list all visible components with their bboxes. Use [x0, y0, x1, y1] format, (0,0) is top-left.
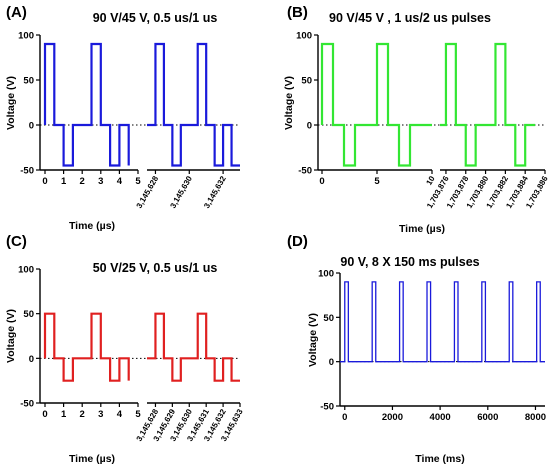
x-axis-label: Time (µs)	[69, 453, 115, 465]
x-tick-label: 0	[42, 176, 47, 187]
y-tick-label: 50	[323, 313, 334, 324]
y-axis-label: Voltage (V)	[5, 309, 17, 363]
y-tick-label: -50	[320, 402, 334, 413]
x-tick-label: 0	[342, 412, 347, 423]
y-tick-label: 0	[329, 357, 334, 368]
x-tick-label: 3,145,632	[202, 174, 228, 210]
chart-title: 90 V, 8 X 150 ms pulses	[340, 255, 479, 269]
series-line	[43, 42, 130, 167]
x-tick-label: 1	[61, 409, 67, 420]
y-tick-label: -50	[20, 166, 34, 177]
series-line	[43, 312, 130, 382]
chart-title: 90 V/45 V , 1 us/2 us pulses	[329, 11, 491, 25]
x-tick-label: 2	[80, 176, 85, 187]
panel-label: (C)	[6, 233, 27, 250]
panel-c: (C)50 V/25 V, 0.5 us/1 us100500-50Voltag…	[5, 233, 245, 465]
x-axis-label: Time (ms)	[415, 453, 464, 465]
x-tick-label: 2000	[382, 412, 403, 423]
x-tick-label: 3	[98, 409, 103, 420]
y-tick-label: 100	[296, 31, 312, 42]
y-axis-label: Voltage (V)	[307, 313, 319, 367]
x-tick-label: 0	[319, 176, 324, 187]
chart-title: 50 V/25 V, 0.5 us/1 us	[93, 261, 218, 275]
x-tick-label: 3	[98, 176, 103, 187]
y-axis-label: Voltage (V)	[283, 76, 295, 130]
series-line	[147, 42, 240, 167]
y-tick-label: 50	[23, 309, 34, 320]
panel-d: (D) 90 V, 8 X 150 ms pulses 100 50 0 -50 Volta…	[287, 233, 546, 465]
y-tick-label: 50	[301, 76, 312, 87]
series-line	[340, 281, 545, 363]
x-tick-label: 4	[117, 176, 123, 187]
x-tick-label: 10	[424, 174, 437, 187]
x-tick-label: 4000	[430, 412, 451, 423]
x-axis-label: Time (µs)	[399, 223, 445, 235]
panel-a: (A) 90 V/45 V, 0.5 us/1 us100500-50Voltag…	[5, 4, 240, 232]
y-tick-label: 100	[318, 269, 334, 280]
x-tick-label: 5	[135, 409, 141, 420]
panel-b: (B) 90 V/45 V , 1 us/2 us pulses100500-50…	[283, 4, 550, 235]
y-tick-label: -50	[298, 166, 312, 177]
y-axis-label: Voltage (V)	[5, 76, 17, 130]
x-axis-label: Time (µs)	[69, 220, 115, 232]
x-tick-label: 5	[374, 176, 380, 187]
y-tick-label: 100	[18, 31, 34, 42]
series-line	[320, 42, 432, 167]
panel-label: (B)	[287, 4, 308, 21]
y-tick-label: 0	[307, 121, 312, 132]
x-tick-label: 6000	[477, 412, 498, 423]
series-line	[440, 42, 536, 167]
x-tick-label: 4	[117, 409, 123, 420]
x-tick-label: 5	[135, 176, 141, 187]
x-tick-label: 3,145,630	[168, 174, 194, 210]
y-tick-label: 50	[23, 76, 34, 87]
series-line	[147, 312, 240, 382]
y-tick-label: 0	[29, 354, 34, 365]
y-tick-label: 0	[29, 121, 34, 132]
x-tick-label: 8000	[525, 412, 546, 423]
y-tick-label: -50	[20, 399, 34, 410]
panel-label: (D)	[287, 233, 308, 250]
x-tick-label: 2	[80, 409, 85, 420]
chart-title: 90 V/45 V, 0.5 us/1 us	[93, 11, 218, 25]
y-tick-label: 100	[18, 265, 34, 276]
x-tick-label: 0	[42, 409, 47, 420]
x-tick-label: 1	[61, 176, 67, 187]
panel-label: (A)	[6, 4, 27, 21]
